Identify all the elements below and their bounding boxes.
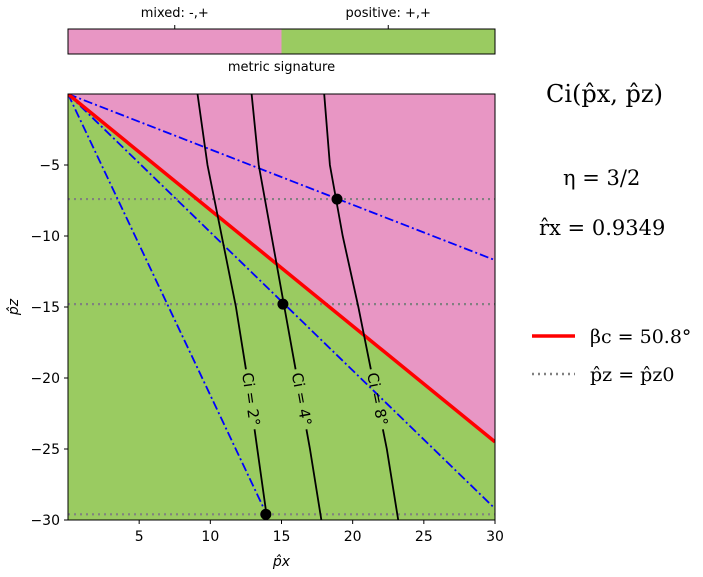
y-axis-label: p̂z: [6, 298, 22, 316]
colorbar-tick-label: positive: +,+: [346, 6, 431, 21]
y-tick-label: −30: [30, 513, 60, 529]
axes: 5 10 15 20 25 30 −5 −10 −15 −20 −25 −30: [30, 158, 503, 545]
intersection-marker: [260, 508, 272, 520]
x-axis-label: p̂x: [272, 554, 291, 570]
dashdot-line: [68, 94, 495, 261]
legend: βc = 50.8° p̂z = p̂z0: [532, 326, 691, 386]
colorbar-tick-label: mixed: -,+: [141, 6, 209, 21]
eta-value: η = 3/2: [563, 166, 641, 190]
contour-line: [250, 94, 297, 370]
colorbar-frame: [67, 28, 496, 55]
plot-area: Ci = 2° Ci = 4° Ci = 8°: [68, 94, 495, 520]
contour-line: [305, 429, 323, 520]
contour-line: [381, 429, 400, 520]
x-tick-label: 30: [486, 529, 504, 545]
colorbar-label: metric signature: [228, 60, 335, 75]
contour-line: [323, 94, 372, 370]
colorbar-mixed-segment: [68, 29, 282, 54]
x-tick-label: 10: [201, 529, 219, 545]
intersection-marker: [331, 193, 343, 205]
x-tick-label: 25: [415, 529, 433, 545]
y-tick-label: −15: [30, 300, 60, 316]
contour-line: [196, 94, 247, 370]
r-hat-value: r̂x = 0.9349: [539, 216, 666, 240]
y-tick-label: −25: [30, 442, 60, 458]
contour-line: [253, 429, 269, 520]
y-tick-label: −5: [39, 158, 60, 174]
legend-label-critical: βc = 50.8°: [590, 326, 691, 348]
colorbar-positive-segment: [281, 29, 495, 54]
legend-label-dotted: p̂z = p̂z0: [590, 364, 674, 386]
x-tick-label: 15: [273, 529, 291, 545]
y-tick-label: −10: [30, 229, 60, 245]
colorbar: mixed: -,+ positive: +,+ metric signatur…: [67, 6, 496, 75]
intersection-marker: [277, 298, 289, 310]
x-tick-label: 5: [135, 529, 144, 545]
x-tick-label: 20: [344, 529, 362, 545]
critical-line: [68, 94, 495, 444]
dashdot-line: [68, 94, 269, 517]
y-tick-label: −20: [30, 371, 60, 387]
side-title: Ci(p̂x, p̂z): [546, 80, 663, 108]
